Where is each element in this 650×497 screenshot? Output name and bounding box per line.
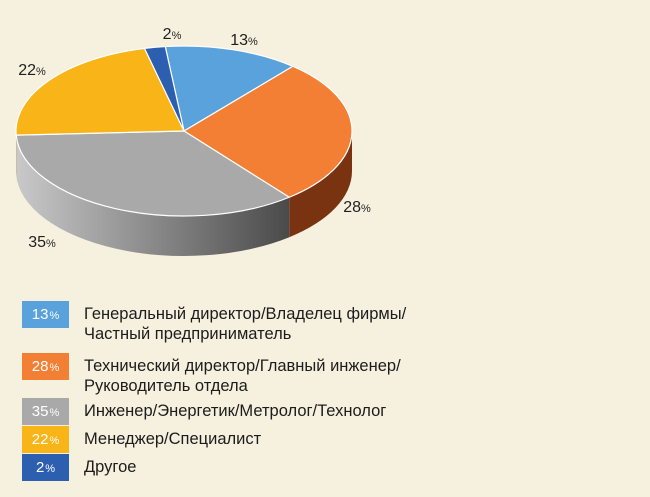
legend-value-engineer: 35	[31, 403, 49, 420]
pie-chart-3d: 13% 28% 35% 22% 2%	[15, 26, 371, 256]
pie-label-engineer: 35%	[28, 234, 56, 251]
pie-slice-engineer	[15, 130, 291, 217]
pie-side-cto	[289, 131, 352, 238]
pie-slice-ceo	[164, 45, 295, 132]
legend-item-cto: 28 % Технический директор/Главный инжене…	[22, 353, 401, 396]
legend-item-engineer: 35 % Инженер/Энергетик/Метролог/Технолог	[22, 398, 386, 425]
legend-value-manager: 22	[31, 431, 49, 448]
legend-swatch-engineer: 35 %	[22, 398, 69, 425]
legend-label-cto: Технический директор/Главный инженер/ Ру…	[84, 357, 401, 395]
legend-label-ceo: Генеральный директор/Владелец фирмы/ Час…	[84, 305, 407, 343]
pie-side-engineer	[16, 135, 290, 256]
pie-slice-manager	[15, 47, 185, 136]
legend-swatch-cto: 28 %	[22, 353, 69, 380]
legend-item-ceo: 13 % Генеральный директор/Владелец фирмы…	[22, 301, 406, 344]
pie-slice-cto	[182, 65, 353, 198]
legend-label-manager: Менеджер/Специалист	[84, 430, 262, 448]
legend-swatch-manager: 22 %	[22, 426, 69, 453]
legend-label-engineer: Инженер/Энергетик/Метролог/Технолог	[84, 402, 387, 420]
legend-label-other: Другое	[84, 458, 137, 476]
legend-swatch-other: 2 %	[22, 454, 69, 481]
legend-item-manager: 22 % Менеджер/Специалист	[22, 426, 261, 453]
legend-value-cto: 28	[31, 358, 49, 375]
legend-value-ceo: 13	[31, 306, 49, 323]
pie-slice-other	[143, 45, 185, 132]
pie-label-other: 2%	[163, 26, 182, 43]
pie-label-manager: 22%	[18, 62, 46, 79]
pie-label-ceo: 13%	[230, 32, 258, 49]
pie-label-cto: 28%	[343, 199, 371, 216]
legend-item-other: 2 % Другое	[22, 454, 136, 481]
legend-swatch-ceo: 13 %	[22, 301, 69, 328]
legend-value-other: 2	[35, 459, 45, 476]
